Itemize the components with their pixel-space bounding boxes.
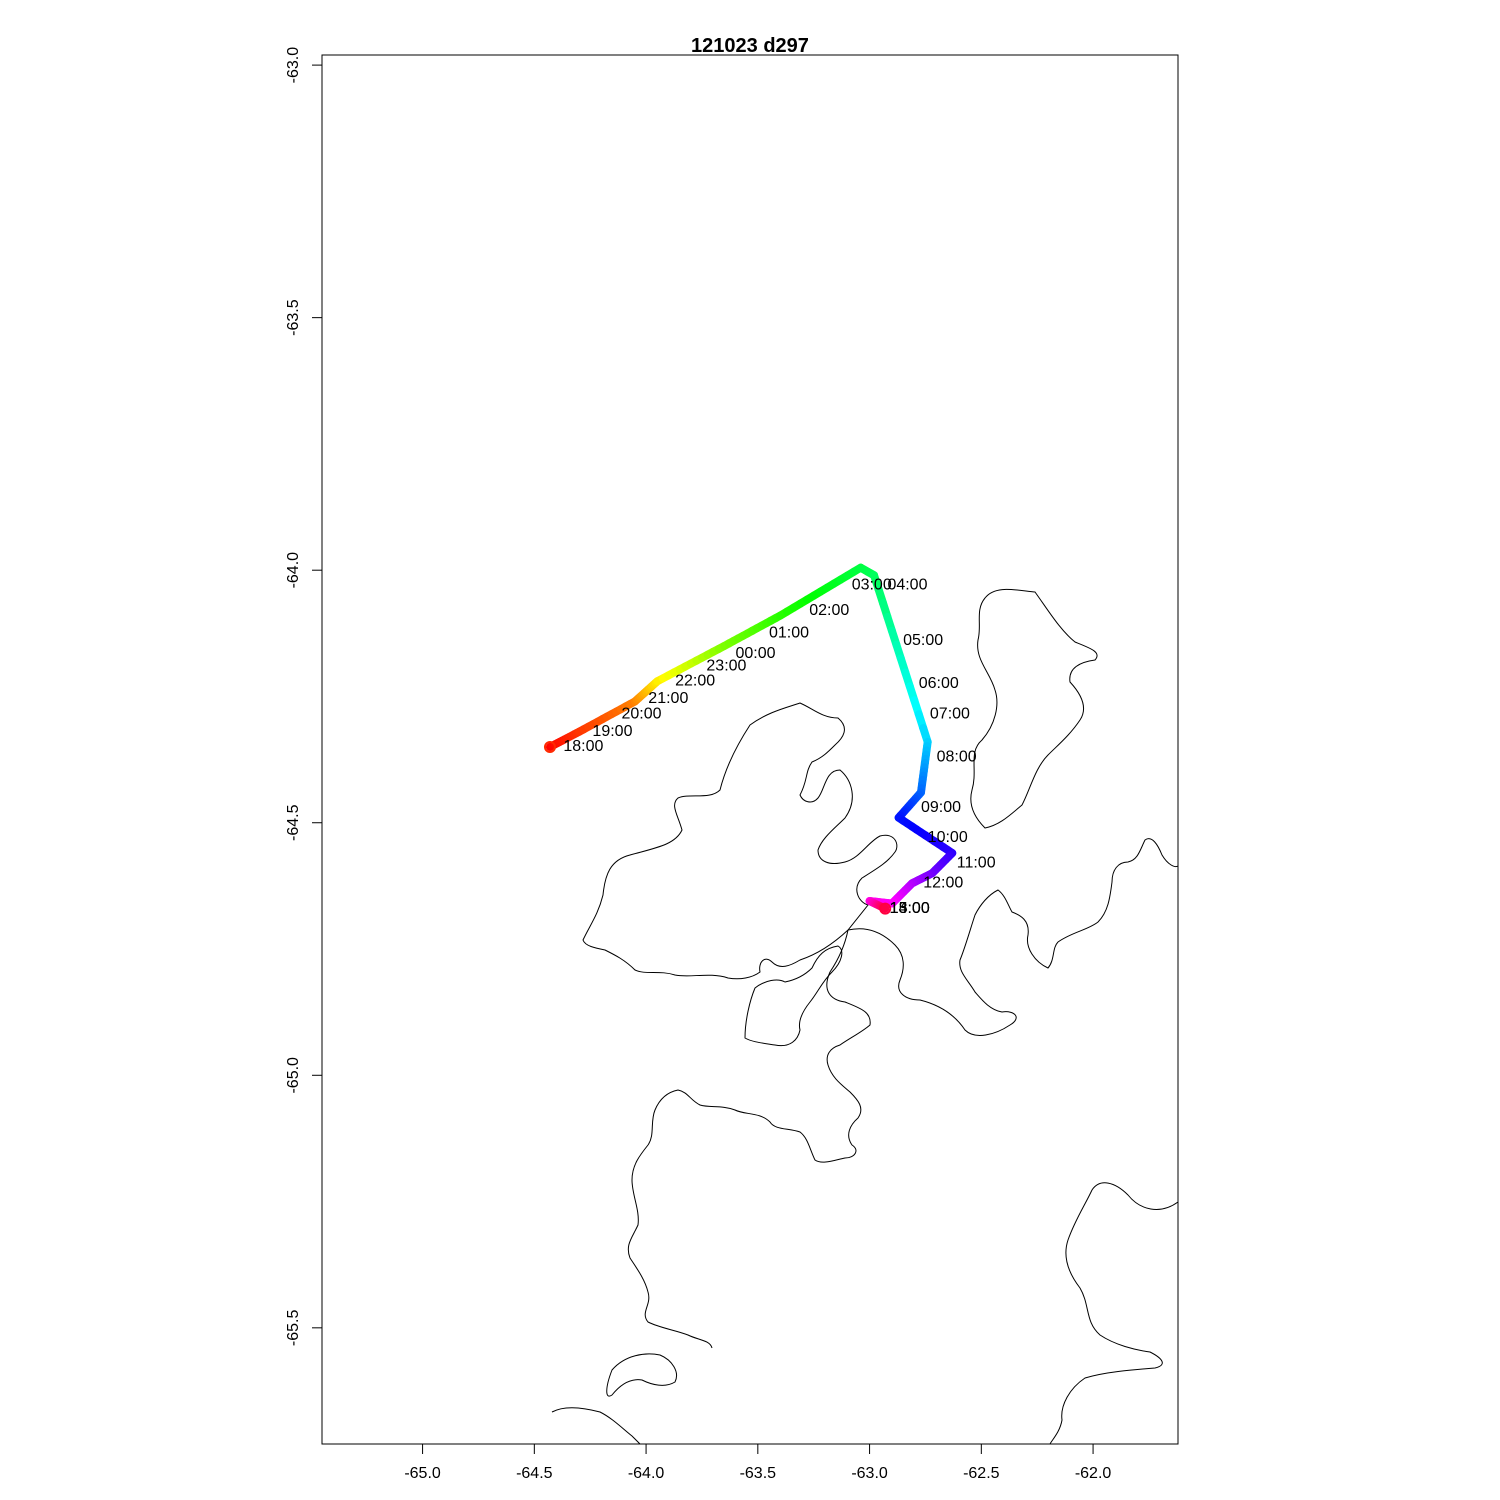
hour-label: 03:00 xyxy=(852,577,892,594)
x-tick-label: -63.5 xyxy=(740,1465,777,1482)
ship-track xyxy=(543,563,957,915)
track-end-marker xyxy=(879,902,892,915)
hour-label: 06:00 xyxy=(919,675,959,692)
y-tick-label: -65.5 xyxy=(285,1309,302,1346)
coastline-south-bay xyxy=(606,1353,677,1397)
coastline-small-island xyxy=(744,945,843,1047)
track-segment xyxy=(879,903,890,913)
plot-title: 121023 d297 xyxy=(691,35,809,57)
hour-label: 18:00 xyxy=(563,738,603,755)
hour-label: 20:00 xyxy=(621,705,661,722)
hour-label: 07:00 xyxy=(930,705,970,722)
hour-label: 05:00 xyxy=(903,632,943,649)
x-tick-label: -63.0 xyxy=(851,1465,888,1482)
hour-label: 21:00 xyxy=(648,690,688,707)
hour-label: 23:00 xyxy=(706,657,746,674)
hour-label: 00:00 xyxy=(735,645,775,662)
hour-label: 19:00 xyxy=(592,723,632,740)
y-tick-label: -63.0 xyxy=(285,47,302,84)
hour-label: 09:00 xyxy=(921,799,961,816)
y-tick-label: -64.0 xyxy=(285,552,302,589)
hour-label: 01:00 xyxy=(769,625,809,642)
hour-label: 04:00 xyxy=(887,577,927,594)
x-tick-label: -62.0 xyxy=(1075,1465,1112,1482)
x-tick-label: -64.0 xyxy=(628,1465,665,1482)
track-start-marker xyxy=(543,740,556,753)
coastline-main-island xyxy=(582,702,898,980)
x-tick-label: -64.5 xyxy=(516,1465,553,1482)
hour-label: 08:00 xyxy=(937,748,977,765)
coastline-southwest xyxy=(551,1407,641,1445)
plot-frame xyxy=(321,54,1179,1445)
y-tick-label: -64.5 xyxy=(285,804,302,841)
hour-label: 02:00 xyxy=(809,602,849,619)
axes: -65.0 -64.5 -64.0 -63.5 -63.0 -62.5 -62.0 -63.0… xyxy=(285,47,1111,1482)
coastline-south-mainland xyxy=(847,838,1179,1036)
x-tick-label: -65.0 xyxy=(404,1465,441,1482)
hour-label: 10:00 xyxy=(928,829,968,846)
y-tick-label: -65.0 xyxy=(285,1057,302,1094)
hour-label: 14:00 xyxy=(890,900,930,917)
hour-label: 22:00 xyxy=(675,673,715,690)
hour-label: 11:00 xyxy=(957,854,996,871)
hour-label: 13:00 xyxy=(890,900,930,917)
hour-label: 12:00 xyxy=(923,875,963,892)
coastline-north-peninsula xyxy=(970,588,1098,829)
coastline-southeast xyxy=(1049,1182,1179,1445)
coastline-mid-peninsula xyxy=(627,929,871,1349)
y-tick-label: -63.5 xyxy=(285,299,302,336)
x-tick-label: -62.5 xyxy=(963,1465,1000,1482)
hour-label: 15:00 xyxy=(890,900,930,917)
coastlines xyxy=(551,588,1179,1445)
